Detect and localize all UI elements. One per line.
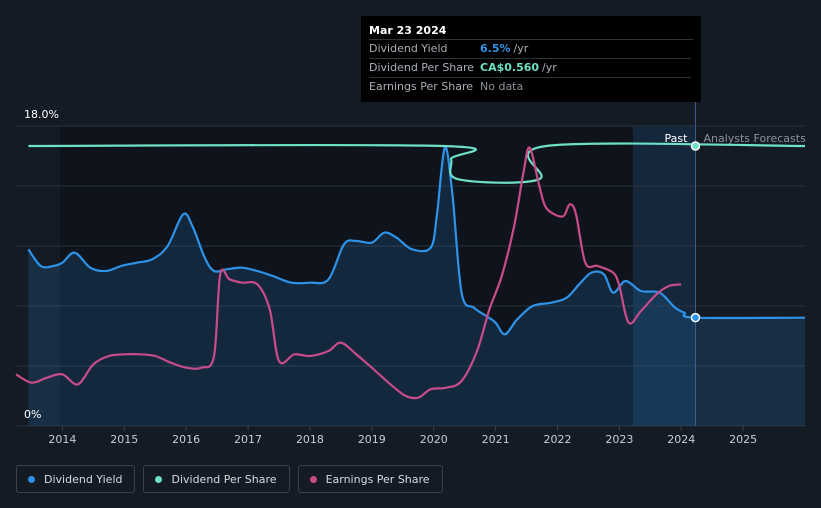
series-layer: [15, 142, 806, 426]
x-axis-ticks: 2014 2015 2016 2017 2018 2019 2020 2021 2022 2023…: [48, 426, 757, 446]
tooltip-label: Dividend Per Share: [369, 61, 475, 74]
tooltip-row-dividend-yield: Dividend Yield 6.5% /yr: [369, 40, 691, 59]
legend-item-dividend-yield[interactable]: Dividend Yield: [16, 465, 136, 493]
x-tick-label: 2017: [234, 433, 262, 446]
tooltip-row-earnings-per-share: Earnings Per Share No data: [369, 78, 691, 96]
tooltip-unit: /yr: [513, 42, 529, 55]
dividend_per_share-line: [28, 142, 806, 184]
tooltip-label: Dividend Yield: [369, 42, 448, 55]
y-tick-label-top: 18.0%: [24, 108, 59, 121]
tooltip-value: CA$0.560: [480, 61, 540, 74]
x-tick-label: 2015: [110, 433, 138, 446]
forecast-region-background: [632, 126, 696, 426]
x-tick-label: 2023: [605, 433, 633, 446]
x-tick-label: 2024: [667, 433, 695, 446]
past-region-background: [60, 126, 696, 426]
x-tick-label: 2016: [172, 433, 200, 446]
dividend_per_share-marker: [690, 141, 701, 151]
dividend_yield-area: [28, 147, 806, 426]
tooltip-value: No data: [480, 80, 524, 93]
forecast-region-label: Analysts Forecasts: [703, 132, 806, 145]
legend-item-dividend-per-share[interactable]: Dividend Per Share: [143, 465, 290, 493]
x-tick-label: 2025: [729, 433, 757, 446]
earnings_per_share-line: [15, 146, 682, 400]
legend-dot-icon: [28, 475, 35, 483]
x-tick-label: 2022: [543, 433, 571, 446]
legend-dot-icon: [155, 475, 163, 483]
x-tick-label: 2018: [296, 433, 324, 446]
tooltip-row-dividend-per-share: Dividend Per Share CA$0.560 /yr: [369, 59, 691, 78]
tooltip-label: Earnings Per Share: [369, 80, 474, 93]
hover-tooltip: Mar 23 2024 Dividend Yield 6.5% /yr Divi…: [361, 16, 701, 102]
tooltip-unit: /yr: [542, 61, 557, 74]
x-tick-label: 2019: [358, 433, 386, 446]
legend-dot-icon: [309, 475, 317, 483]
past-region-label: Past: [665, 132, 689, 145]
tooltip-date: Mar 23 2024: [369, 22, 693, 40]
y-tick-label-bottom: 0%: [24, 408, 41, 421]
x-tick-label: 2020: [420, 433, 448, 446]
legend-item-earnings-per-share[interactable]: Earnings Per Share: [297, 465, 443, 493]
chart-legend: Dividend Yield Dividend Per Share Earnin…: [16, 465, 443, 493]
legend-label: Dividend Per Share: [171, 472, 277, 486]
tooltip-value: 6.5%: [480, 42, 511, 55]
legend-label: Dividend Yield: [44, 472, 123, 486]
dividend_yield-line: [27, 146, 806, 336]
legend-label: Earnings Per Share: [325, 472, 430, 486]
current-value-markers: [690, 141, 701, 323]
x-tick-label: 2021: [482, 433, 510, 446]
dividend_yield-marker: [690, 312, 701, 323]
x-tick-label: 2014: [48, 433, 76, 446]
